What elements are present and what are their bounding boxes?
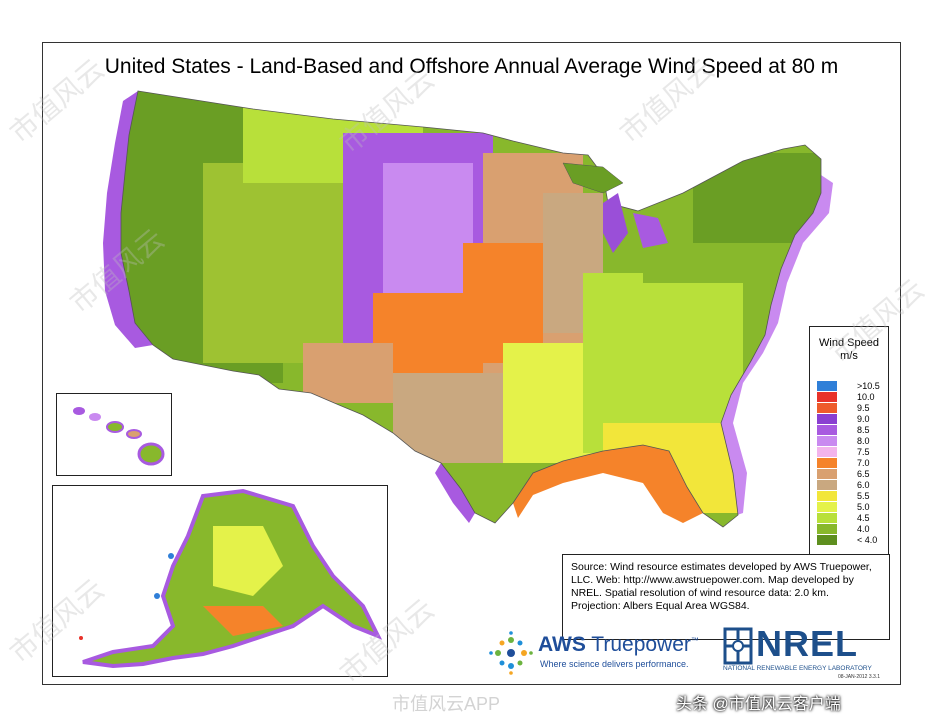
aws-truepower-logo: AWS Truepower™ Where science delivers pe… bbox=[488, 630, 713, 676]
legend-swatch bbox=[817, 480, 837, 490]
map-frame: United States - Land-Based and Offshore … bbox=[42, 42, 901, 685]
legend-swatch bbox=[817, 403, 837, 413]
legend-swatch bbox=[817, 436, 837, 446]
source-line: LLC. Web: http://www.awstruepower.com. M… bbox=[571, 574, 854, 586]
legend-label: < 4.0 bbox=[857, 535, 878, 545]
legend-label: 7.0 bbox=[857, 458, 870, 468]
legend-row: 4.0 bbox=[817, 524, 883, 535]
legend-swatch bbox=[817, 414, 837, 424]
source-line: Source: Wind resource estimates develope… bbox=[571, 561, 872, 573]
legend-row: 6.0 bbox=[817, 480, 883, 491]
date-code: 08-JAN-2012 3.3.1 bbox=[838, 674, 880, 680]
source-line: NREL. Spatial resolution of wind resourc… bbox=[571, 587, 829, 599]
legend-row: 7.5 bbox=[817, 447, 883, 458]
legend-row: 9.5 bbox=[817, 403, 883, 414]
nrel-logo: NREL NATIONAL RENEWABLE ENERGY LABORATOR… bbox=[723, 623, 893, 677]
legend-row: 8.5 bbox=[817, 425, 883, 436]
legend-row: 5.5 bbox=[817, 491, 883, 502]
legend-label: 4.0 bbox=[857, 524, 870, 534]
aws-wordmark-rest: Truepower bbox=[585, 633, 691, 656]
legend-label: 9.5 bbox=[857, 403, 870, 413]
source-line: Projection: Albers Equal Area WGS84. bbox=[571, 600, 750, 612]
legend-row: 6.5 bbox=[817, 469, 883, 480]
legend-row: 9.0 bbox=[817, 414, 883, 425]
nrel-subtitle: NATIONAL RENEWABLE ENERGY LABORATORY bbox=[723, 665, 872, 672]
aws-tagline: Where science delivers performance. bbox=[540, 659, 689, 669]
conus-wind-map bbox=[103, 90, 833, 528]
legend-swatch bbox=[817, 458, 837, 468]
app-watermark: 市值风云APP bbox=[392, 694, 501, 714]
legend-label: 8.0 bbox=[857, 436, 870, 446]
nrel-grid-icon bbox=[723, 627, 753, 665]
legend-swatch bbox=[817, 535, 837, 545]
nrel-wordmark: NREL bbox=[756, 623, 858, 664]
legend-swatch bbox=[817, 491, 837, 501]
legend-row: 7.0 bbox=[817, 458, 883, 469]
legend-label: >10.5 bbox=[857, 381, 880, 391]
legend-label: 6.0 bbox=[857, 480, 870, 490]
legend-swatch bbox=[817, 502, 837, 512]
legend-title: Wind Speed m/s bbox=[810, 337, 888, 363]
credit-caption: 头条 @市值风云客户端 bbox=[676, 696, 841, 713]
legend-label: 5.5 bbox=[857, 491, 870, 501]
legend-row: 10.0 bbox=[817, 392, 883, 403]
legend-row: < 4.0 bbox=[817, 535, 883, 546]
alaska-map bbox=[79, 488, 383, 669]
map-legend: Wind Speed m/s >10.5 10.0 9.5 9.0 8.5 8.… bbox=[809, 326, 889, 574]
legend-swatch bbox=[817, 469, 837, 479]
legend-label: 7.5 bbox=[857, 447, 870, 457]
hawaii-inset bbox=[56, 393, 172, 476]
legend-swatch bbox=[817, 425, 837, 435]
legend-label: 6.5 bbox=[857, 469, 870, 479]
legend-row: 5.0 bbox=[817, 502, 883, 513]
legend-swatch bbox=[817, 381, 837, 391]
legend-swatch bbox=[817, 447, 837, 457]
legend-label: 8.5 bbox=[857, 425, 870, 435]
legend-row: 4.5 bbox=[817, 513, 883, 524]
legend-title-unit: m/s bbox=[840, 350, 858, 362]
legend-swatch bbox=[817, 513, 837, 523]
legend-swatch bbox=[817, 392, 837, 402]
aws-wordmark-bold: AWS bbox=[538, 633, 586, 656]
legend-row: 8.0 bbox=[817, 436, 883, 447]
legend-label: 9.0 bbox=[857, 414, 870, 424]
legend-swatch bbox=[817, 524, 837, 534]
legend-row: >10.5 bbox=[817, 381, 883, 392]
aws-tm: ™ bbox=[690, 636, 699, 645]
map-title: United States - Land-Based and Offshore … bbox=[104, 55, 839, 78]
aws-dots-icon bbox=[489, 631, 533, 675]
legend-label: 5.0 bbox=[857, 502, 870, 512]
legend-label: 4.5 bbox=[857, 513, 870, 523]
legend-title-line1: Wind Speed bbox=[819, 337, 879, 349]
hawaii-map bbox=[73, 407, 165, 466]
alaska-inset bbox=[52, 485, 388, 677]
legend-label: 10.0 bbox=[857, 392, 875, 402]
aws-wordmark: AWS Truepower™ bbox=[538, 633, 699, 657]
